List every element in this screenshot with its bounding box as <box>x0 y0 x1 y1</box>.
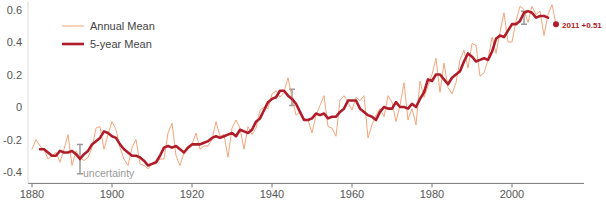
x-tick-label: 1940 <box>260 188 284 200</box>
annotation-label: uncertainty <box>83 167 135 179</box>
y-tick-label: 0 <box>16 101 22 113</box>
x-tick-label: 1880 <box>20 188 44 200</box>
legend: Annual Mean 5-year Mean <box>62 20 155 50</box>
series-line <box>40 11 548 165</box>
x-tick <box>112 183 113 187</box>
y-tick-label: -0.2 <box>3 134 22 146</box>
x-tick <box>192 183 193 187</box>
x-axis-line <box>28 183 584 184</box>
y-tick-label: 0.4 <box>7 36 22 48</box>
x-tick-label: 1900 <box>100 188 124 200</box>
plot-area <box>32 5 556 174</box>
y-tick-label: -0.4 <box>3 166 22 178</box>
series-line <box>32 5 556 169</box>
x-tick <box>32 183 33 187</box>
x-tick <box>432 183 433 187</box>
x-tick-label: 1920 <box>180 188 204 200</box>
legend-label: 5-year Mean <box>90 38 152 50</box>
y-tick-label: 0.6 <box>7 4 22 16</box>
y-axis-line <box>28 1 29 183</box>
chart: 1880 1900 1920 1940 1960 1980 2000 -0.4 -0.2 0 0.2… <box>0 0 606 203</box>
y-tick-label: 0.2 <box>7 69 22 81</box>
legend-label: Annual Mean <box>90 20 155 32</box>
legend-swatch <box>62 26 84 27</box>
x-tick <box>272 183 273 187</box>
x-tick <box>512 183 513 187</box>
x-tick-label: 1980 <box>420 188 444 200</box>
legend-swatch <box>62 43 84 46</box>
x-tick-label: 1960 <box>340 188 364 200</box>
x-tick <box>352 183 353 187</box>
annotation-label: 2011 +0.51 <box>562 21 602 30</box>
annotation-dot <box>553 21 559 27</box>
x-tick-label: 2000 <box>500 188 524 200</box>
